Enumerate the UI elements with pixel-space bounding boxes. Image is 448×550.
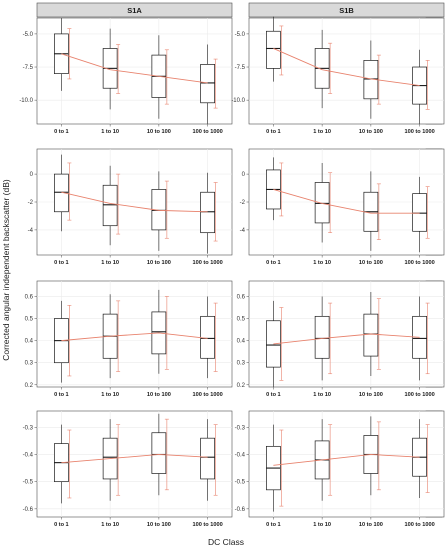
- box-iqr: [413, 194, 427, 232]
- facet-panel: -0.3 -0.4 -0.5 -0.6 0 to 1 1 to 10 10 to 100 10…: [235, 411, 444, 528]
- y-tick-label: -7.5: [235, 65, 246, 71]
- x-tick-label: 10 to 100: [359, 260, 383, 266]
- y-tick-label: 0.2: [237, 383, 246, 389]
- y-tick-label: 0.4: [237, 339, 246, 345]
- y-tick-label: -0.5: [23, 480, 34, 486]
- x-tick-label: 10 to 100: [147, 129, 171, 135]
- x-tick-label: 0 to 1: [266, 129, 281, 135]
- x-tick-label: 1 to 10: [313, 522, 331, 528]
- y-tick-label: -0.3: [235, 425, 246, 431]
- box-iqr: [364, 314, 378, 356]
- x-tick-label: 0 to 1: [266, 522, 281, 528]
- x-tick-label: 100 to 1000: [405, 392, 435, 398]
- box-iqr: [315, 316, 329, 358]
- x-tick-label: 10 to 100: [147, 522, 171, 528]
- x-tick-label: 0 to 1: [54, 522, 69, 528]
- y-tick-label: 0.4: [25, 339, 34, 345]
- column-strip-label: S1B: [339, 6, 354, 15]
- x-tick-label: 100 to 1000: [405, 522, 435, 528]
- column-strip-label: S1A: [127, 6, 142, 15]
- x-tick-label: 1 to 10: [101, 392, 119, 398]
- x-tick-label: 0 to 1: [54, 260, 69, 266]
- x-tick-label: 0 to 1: [266, 392, 281, 398]
- facet-panel: 0 -2 -4 0 to 1 1 to 10 10 to 100 100 to 1000: [240, 149, 444, 266]
- box-iqr: [201, 64, 215, 102]
- x-tick-label: 10 to 100: [147, 260, 171, 266]
- x-tick-label: 1 to 10: [313, 260, 331, 266]
- x-tick-label: 100 to 1000: [405, 260, 435, 266]
- x-tick-label: 10 to 100: [147, 392, 171, 398]
- box-iqr: [201, 438, 215, 479]
- y-tick-label: -0.4: [23, 452, 34, 458]
- x-tick-label: 1 to 10: [313, 392, 331, 398]
- box-iqr: [201, 192, 215, 232]
- x-tick-label: 100 to 1000: [193, 392, 223, 398]
- y-tick-label: 0.5: [25, 317, 34, 323]
- facet-grid: S1AS1BVHVVCRnCR-5.0-7.5-10.00 to 11 to 1…: [19, 3, 444, 528]
- x-tick-label: 1 to 10: [313, 129, 331, 135]
- y-tick-label: -2: [28, 200, 34, 206]
- y-tick-label: -0.4: [235, 452, 246, 458]
- x-tick-label: 10 to 100: [359, 392, 383, 398]
- y-tick-label: 0.6: [25, 294, 34, 300]
- x-tick-label: 1 to 10: [101, 522, 119, 528]
- y-tick-label: -10.0: [19, 98, 33, 104]
- y-tick-label: -0.6: [23, 507, 34, 513]
- x-tick-label: 0 to 1: [54, 392, 69, 398]
- y-tick-label: 0.3: [237, 361, 246, 367]
- x-tick-label: 100 to 1000: [193, 522, 223, 528]
- box-iqr: [152, 433, 166, 474]
- y-tick-label: 0.5: [237, 317, 246, 323]
- x-tick-label: 0 to 1: [266, 260, 281, 266]
- facet-panel: 0.6 0.5 0.4 0.3 0.2 0 to 1 1 to 10 10 to 100 100…: [237, 281, 444, 398]
- box-iqr: [315, 182, 329, 222]
- x-tick-label: 10 to 100: [359, 129, 383, 135]
- y-tick-label: 0.3: [25, 361, 34, 367]
- x-tick-label: 100 to 1000: [405, 129, 435, 135]
- y-tick-label: 0.2: [25, 383, 34, 389]
- facet-panel: -0.3 -0.4 -0.5 -0.6 0 to 1 1 to 10 10 to 100 10…: [23, 411, 232, 528]
- box-iqr: [201, 316, 215, 358]
- y-axis-title: Corrected angular independent backscatte…: [1, 179, 11, 361]
- x-tick-label: 0 to 1: [54, 129, 69, 135]
- facet-panel: 0.6 0.5 0.4 0.3 0.2 0 to 1 1 to 10 10 to 100 100…: [25, 281, 232, 398]
- y-tick-label: -7.5: [23, 65, 34, 71]
- y-tick-label: 0: [242, 172, 246, 178]
- x-tick-label: 100 to 1000: [193, 129, 223, 135]
- y-tick-label: -10.0: [231, 98, 245, 104]
- box-iqr: [266, 31, 280, 68]
- box-iqr: [103, 185, 117, 225]
- x-axis-title: DC Class: [208, 537, 244, 547]
- y-tick-label: -0.5: [235, 480, 246, 486]
- x-tick-label: 100 to 1000: [193, 260, 223, 266]
- y-tick-label: -4: [240, 228, 246, 234]
- facet-panel: 0 -2 -4 0 to 1 1 to 10 10 to 100 100 to 1000: [28, 149, 232, 266]
- y-tick-label: -5.0: [23, 32, 34, 38]
- x-tick-label: 10 to 100: [359, 522, 383, 528]
- y-tick-label: -0.6: [235, 507, 246, 513]
- y-tick-label: -5.0: [235, 32, 246, 38]
- x-tick-label: 1 to 10: [101, 260, 119, 266]
- y-tick-label: 0: [30, 172, 34, 178]
- y-tick-label: 0.6: [237, 294, 246, 300]
- y-tick-label: -4: [28, 228, 34, 234]
- y-tick-label: -0.3: [23, 425, 34, 431]
- x-tick-label: 1 to 10: [101, 129, 119, 135]
- facet-panel: -5.0 -7.5 -10.0 0 to 1 1 to 10 10 to 100 100 t…: [231, 17, 444, 135]
- y-tick-label: -2: [240, 200, 246, 206]
- facet-panel: -5.0 -7.5 -10.0 0 to 1 1 to 10 10 to 100 100 t…: [19, 18, 232, 135]
